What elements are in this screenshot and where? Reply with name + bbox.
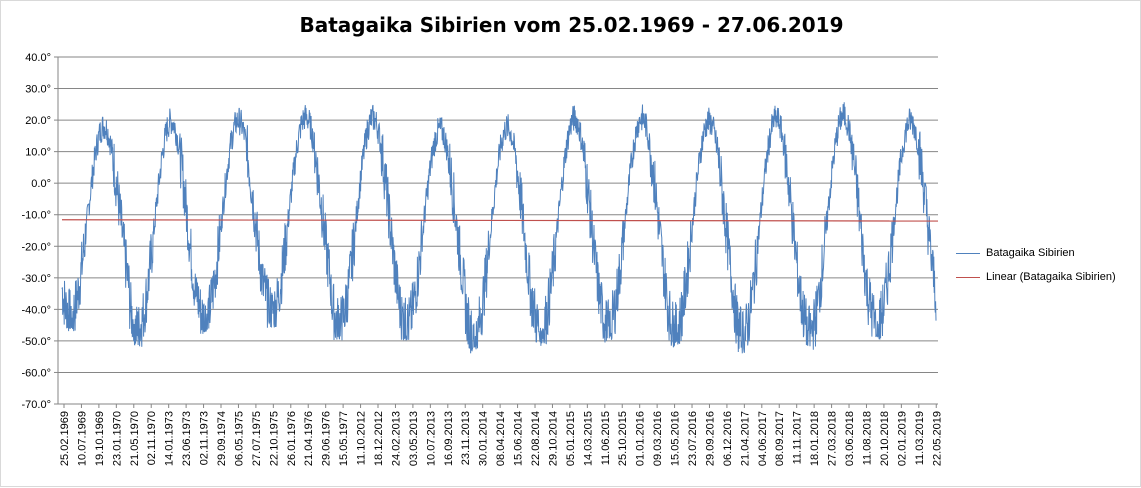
y-tick-label: -10.0° bbox=[22, 210, 51, 222]
y-tick-label: -70.0° bbox=[22, 399, 51, 411]
y-tick-label: 0.0° bbox=[31, 178, 51, 190]
x-tick-label: 29.09.1974 bbox=[216, 411, 228, 466]
x-tick-label: 11.08.2018 bbox=[861, 411, 873, 465]
x-tick-label: 25.10.2015 bbox=[617, 411, 629, 466]
y-tick-label: -60.0° bbox=[22, 367, 51, 379]
x-tick-label: 10.07.1969 bbox=[76, 411, 88, 466]
x-tick-label: 19.10.1969 bbox=[94, 411, 106, 466]
x-tick-label: 15.05.2016 bbox=[670, 411, 682, 466]
y-tick-label: -20.0° bbox=[22, 241, 51, 253]
x-tick-label: 02.01.2019 bbox=[896, 411, 908, 466]
x-tick-label: 08.04.2014 bbox=[495, 411, 507, 466]
x-tick-label: 23.01.1970 bbox=[111, 411, 123, 466]
x-tick-label: 16.09.2013 bbox=[443, 411, 455, 466]
x-tick-label: 03.05.2013 bbox=[408, 411, 420, 466]
y-tick-label: -50.0° bbox=[22, 336, 51, 348]
x-tick-label: 22.10.1975 bbox=[268, 411, 280, 466]
x-tick-label: 15.05.1977 bbox=[338, 411, 350, 466]
x-tick-label: 22.08.2014 bbox=[530, 411, 542, 466]
x-tick-label: 10.07.2013 bbox=[425, 411, 437, 466]
x-tick-label: 30.01.2014 bbox=[478, 411, 490, 466]
x-tick-label: 21.05.1970 bbox=[129, 411, 141, 466]
x-tick-label: 06.12.2016 bbox=[722, 411, 734, 466]
x-tick-label: 04.06.2017 bbox=[757, 411, 769, 466]
x-tick-label: 23.07.2016 bbox=[687, 411, 699, 466]
y-tick-label: 10.0° bbox=[25, 147, 51, 159]
x-tick-label: 29.06.1976 bbox=[321, 411, 333, 466]
legend: Batagaika Sibirien Linear (Batagaika Sib… bbox=[956, 245, 1136, 293]
x-tick-label: 02.11.1970 bbox=[146, 411, 158, 465]
x-tick-label: 02.11.1973 bbox=[199, 411, 211, 465]
x-tick-label: 18.12.2012 bbox=[373, 411, 385, 466]
x-tick-label: 09.03.2016 bbox=[652, 411, 664, 466]
x-tick-label: 29.10.2014 bbox=[547, 411, 559, 466]
x-tick-label: 27.03.2018 bbox=[827, 411, 839, 466]
x-tick-label: 05.01.2015 bbox=[565, 411, 577, 466]
legend-item-trend: Linear (Batagaika Sibirien) bbox=[956, 269, 1136, 293]
legend-swatch-trend bbox=[956, 277, 980, 278]
x-tick-label: 24.02.2013 bbox=[390, 411, 402, 466]
trend-line-linear bbox=[61, 219, 939, 222]
legend-item-series: Batagaika Sibirien bbox=[956, 245, 1136, 269]
x-tick-label: 14.03.2015 bbox=[582, 411, 594, 466]
y-tick-label: -40.0° bbox=[22, 304, 51, 316]
x-tick-label: 26.01.1976 bbox=[286, 411, 298, 466]
x-tick-label: 20.10.2018 bbox=[879, 411, 891, 466]
legend-label-series: Batagaika Sibirien bbox=[986, 247, 1075, 259]
x-tick-label: 25.02.1969 bbox=[59, 411, 71, 466]
y-tick-label: 40.0° bbox=[25, 52, 51, 64]
x-tick-label: 11.06.2015 bbox=[600, 411, 612, 465]
x-tick-label: 14.01.1973 bbox=[164, 411, 176, 466]
x-tick-label: 03.06.2018 bbox=[844, 411, 856, 466]
x-tick-label: 29.09.2016 bbox=[704, 411, 716, 466]
x-tick-label: 01.01.2016 bbox=[635, 411, 647, 466]
x-tick-label: 11.03.2019 bbox=[914, 411, 926, 465]
x-tick-label: 11.11.2017 bbox=[792, 411, 804, 464]
series-line-batagaika bbox=[61, 102, 937, 354]
x-tick-label: 22.05.2019 bbox=[931, 411, 943, 466]
x-tick-label: 18.01.2018 bbox=[809, 411, 821, 466]
y-tick-label: 30.0° bbox=[25, 84, 51, 96]
x-tick-label: 15.06.2014 bbox=[513, 411, 525, 466]
legend-label-trend: Linear (Batagaika Sibirien) bbox=[986, 271, 1116, 283]
legend-swatch-series bbox=[956, 253, 980, 254]
x-tick-label: 23.06.1973 bbox=[181, 411, 193, 466]
chart-title: Batagaika Sibirien vom 25.02.1969 - 27.0… bbox=[299, 13, 844, 37]
x-tick-label: 21.04.1976 bbox=[303, 411, 315, 466]
x-tick-label: 08.09.2017 bbox=[774, 411, 786, 466]
x-tick-label: 21.04.2017 bbox=[739, 411, 751, 466]
x-tick-label: 11.10.2012 bbox=[356, 411, 368, 465]
x-tick-label: 06.05.1975 bbox=[233, 411, 245, 466]
y-tick-label: -30.0° bbox=[22, 273, 51, 285]
x-tick-label: 23.11.2013 bbox=[460, 411, 472, 465]
y-tick-label: 20.0° bbox=[25, 115, 51, 127]
x-tick-label: 27.07.1975 bbox=[251, 411, 263, 466]
